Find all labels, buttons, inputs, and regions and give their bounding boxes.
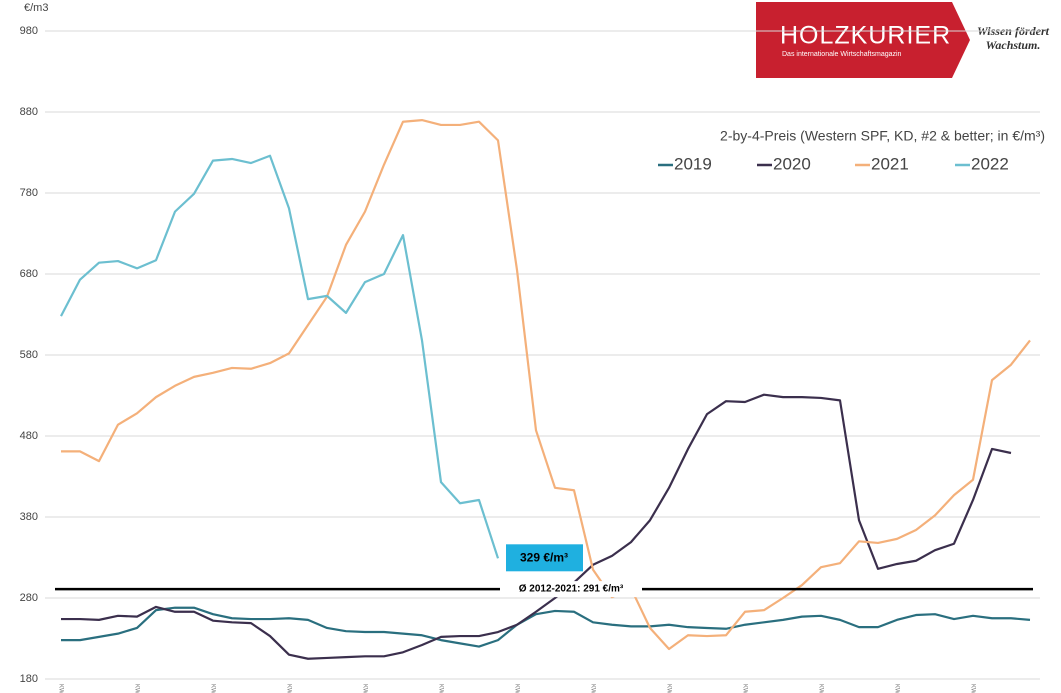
series-line bbox=[61, 606, 1031, 648]
logo-tagline: Das internationale Wirtschaftsmagazin bbox=[782, 51, 902, 58]
y-tick-label: 680 bbox=[20, 268, 38, 280]
logo: HOLZKURIER Das internationale Wirtschaft… bbox=[756, 2, 1049, 78]
x-tick-label: KW 29 bbox=[589, 684, 595, 693]
logo-name: HOLZKURIER bbox=[780, 22, 951, 50]
y-tick-label: 280 bbox=[20, 592, 38, 604]
subtitle: 2-by-4-Preis (Western SPF, KD, #2 & bett… bbox=[720, 128, 1045, 144]
x-tick-label: KW 13 bbox=[285, 684, 291, 693]
value-label-bg bbox=[506, 544, 583, 572]
legend-label: 2019 bbox=[674, 154, 712, 173]
y-tick-label: 180 bbox=[20, 673, 38, 685]
x-tick-label: KW 33 bbox=[665, 684, 671, 693]
logo-slogan-box: Wissen fördert Wachstum. bbox=[977, 24, 1049, 52]
average-label-bg bbox=[500, 581, 642, 598]
value-label: 329 €/m³ bbox=[520, 550, 568, 564]
y-tick-label: 380 bbox=[20, 511, 38, 523]
x-tick-label: KW 17 bbox=[361, 684, 367, 693]
y-tick-label: 480 bbox=[20, 430, 38, 442]
x-tick-label: KW 45 bbox=[893, 684, 899, 693]
average-label: Ø 2012-2021: 291 €/m³ bbox=[519, 584, 624, 595]
x-tick-label: KW 41 bbox=[817, 684, 823, 693]
logo-slogan: Wissen fördert Wachstum. bbox=[977, 24, 1049, 52]
series-line bbox=[61, 119, 1031, 651]
series-line bbox=[60, 154, 500, 559]
x-tick-label: KW 1 bbox=[57, 684, 63, 693]
series-line bbox=[61, 393, 1012, 660]
x-tick-label: KW 5 bbox=[133, 684, 139, 693]
y-tick-label: 980 bbox=[20, 25, 38, 37]
y-tick-label: 780 bbox=[20, 187, 38, 199]
y-tick-label: 580 bbox=[20, 349, 38, 361]
legend-label: 2022 bbox=[971, 154, 1009, 173]
y-unit: €/m3 bbox=[24, 2, 48, 14]
x-tick-label: KW 37 bbox=[741, 684, 747, 693]
x-tick-label: KW 25 bbox=[513, 684, 519, 693]
x-tick-label: KW 21 bbox=[437, 684, 443, 693]
y-tick-label: 880 bbox=[20, 106, 38, 118]
legend-label: 2021 bbox=[871, 154, 909, 173]
logo-banner bbox=[756, 2, 970, 78]
x-tick-label: KW 49 bbox=[969, 684, 975, 693]
x-tick-label: KW 9 bbox=[209, 684, 215, 693]
legend-label: 2020 bbox=[773, 154, 811, 173]
